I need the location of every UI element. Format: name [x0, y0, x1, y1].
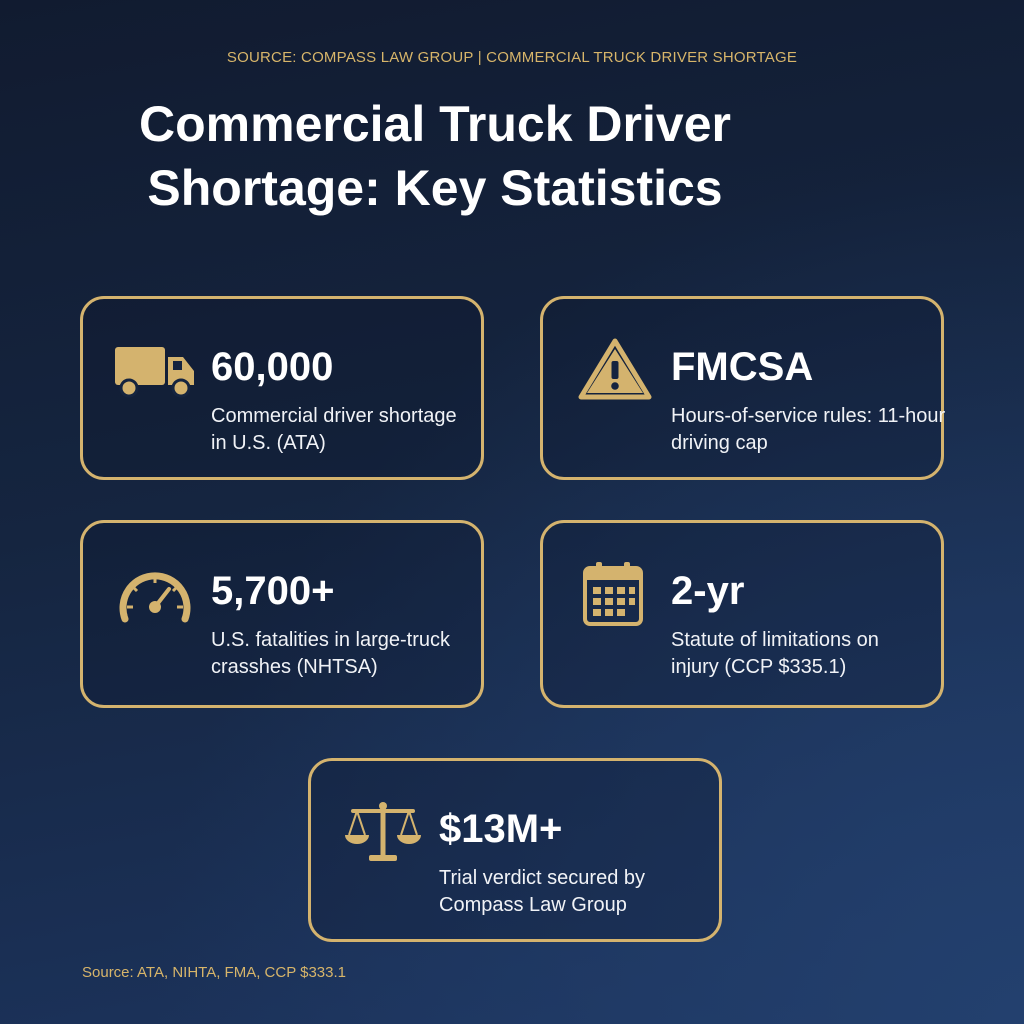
page-title-line-2: Shortage: Key Statistics [147, 160, 723, 216]
stat-description: Hours-of-service rules: 11-hour driving c… [671, 405, 946, 454]
stat-description: Statute of limitations on injury (CCP $33… [671, 629, 879, 678]
page-title-line-1: Commercial Truck Driver [139, 96, 731, 152]
warning-icon [573, 337, 657, 403]
scales-of-justice-icon [341, 799, 425, 865]
stat-description: Trial verdict secured by Compass Law Grou… [439, 867, 645, 916]
page-title: Commercial Truck Driver Shortage: Key St… [0, 92, 870, 220]
stat-description: U.S. fatalities in large-truck crasshes (… [211, 629, 450, 678]
stat-value: 5,700+ [211, 569, 335, 613]
stat-description: Commercial driver shortage in U.S. (ATA) [211, 405, 457, 454]
source-header: SOURCE: COMPASS LAW GROUP | COMMERCIAL T… [226, 49, 798, 66]
stat-value: $13M+ [439, 807, 563, 851]
stat-value: 60,000 [211, 345, 334, 389]
stat-card-statute: 2-yr Statute of limitations on injury (CC… [540, 520, 944, 708]
calendar-icon [573, 561, 657, 627]
stat-value: 2-yr [671, 569, 745, 613]
stat-card-fatalities: 5,700+ U.S. fatalities in large-truck cra… [80, 520, 484, 708]
stat-card-driver-shortage: 60,000 Commercial driver shortage in U.S.… [80, 296, 484, 480]
source-footer: Source: ATA, NIHTA, FMA, CCP $333.1 [82, 964, 346, 981]
speedometer-icon [113, 561, 197, 627]
stat-value: FMCSA [671, 345, 814, 389]
stat-card-verdict: $13M+ Trial verdict secured by Compass La… [308, 758, 722, 942]
truck-icon [113, 337, 197, 403]
stat-card-fmcsa: FMCSA Hours-of-service rules: 11-hour dri… [540, 296, 945, 480]
